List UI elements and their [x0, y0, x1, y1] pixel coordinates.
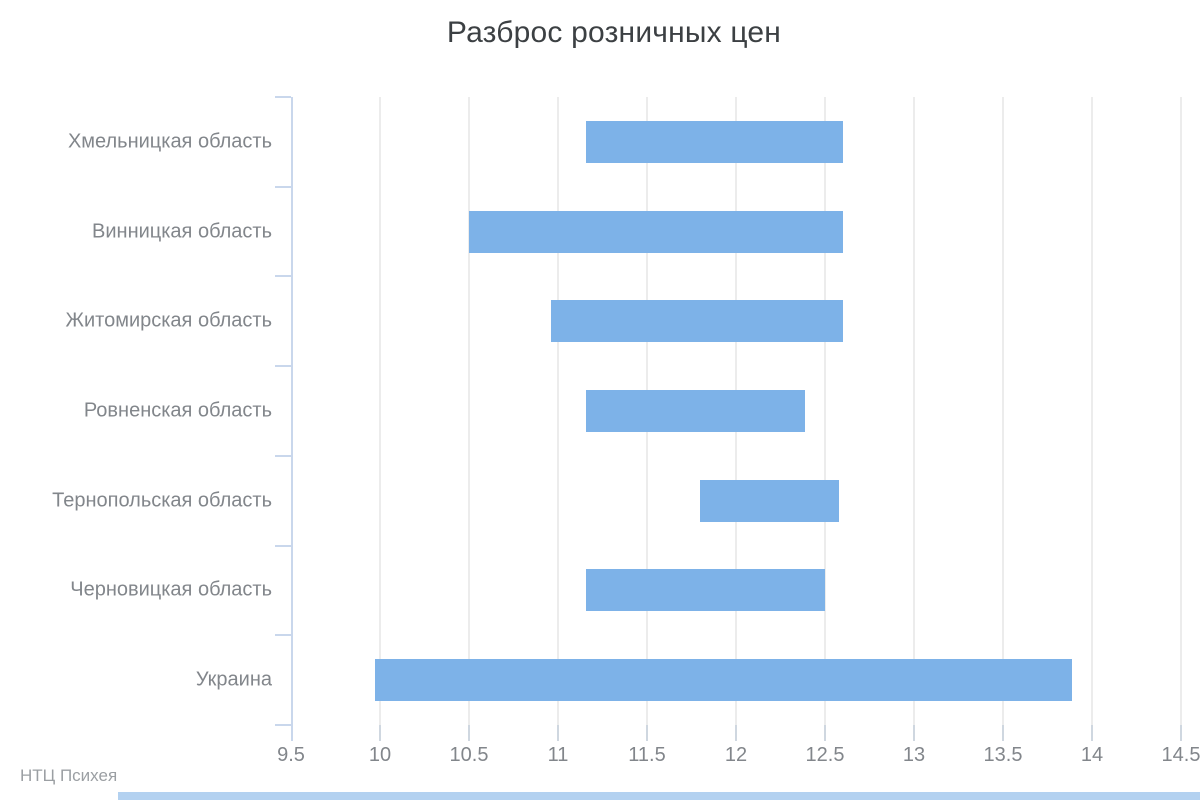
x-axis-tick: [1091, 725, 1093, 741]
y-axis-category-label: Винницкая область: [92, 220, 272, 243]
y-axis-tick: [275, 724, 291, 726]
y-axis-category-label: Украина: [195, 668, 272, 691]
range-bar: [586, 569, 825, 612]
x-axis-tick: [824, 725, 826, 741]
chart-title: Разброс розничных цен: [446, 16, 782, 49]
x-gridline: [379, 97, 381, 725]
range-bar: [374, 659, 1073, 702]
x-axis-tick-label: 10.5: [449, 744, 489, 766]
y-axis-category-label: Ровненская область: [83, 399, 272, 422]
y-axis-category-label: Черновицкая область: [70, 578, 272, 601]
x-axis-tick-label: 11: [547, 744, 569, 766]
range-bar: [586, 390, 806, 432]
x-axis-tick: [468, 725, 470, 741]
y-axis-tick: [275, 454, 291, 457]
x-axis-tick: [913, 725, 915, 741]
range-bar: [469, 210, 843, 253]
x-axis-tick: [557, 725, 559, 741]
x-axis-tick-label: 9.5: [277, 744, 305, 766]
x-gridline: [557, 97, 559, 725]
footer-credit: НТЦ Психея: [20, 766, 118, 785]
y-axis-line: [291, 97, 293, 741]
x-axis-tick: [379, 725, 381, 741]
x-axis-tick-label: 14.5: [1161, 744, 1200, 766]
y-axis-tick: [275, 544, 291, 547]
x-axis-tick: [735, 725, 737, 741]
x-axis-tick-label: 13: [902, 744, 926, 766]
y-axis-tick: [275, 185, 291, 188]
x-axis-tick: [1002, 725, 1004, 741]
y-axis-tick: [275, 96, 291, 98]
bottom-strip: [118, 792, 1200, 800]
y-axis-category-label: Житомирская область: [65, 309, 273, 332]
range-bar: [586, 120, 843, 163]
y-axis-category-label: Тернопольская область: [52, 489, 272, 512]
x-axis-tick-label: 14: [1080, 744, 1104, 766]
y-axis-tick: [275, 275, 291, 278]
x-gridline: [1002, 97, 1004, 725]
y-axis-tick: [275, 634, 291, 637]
x-axis-tick: [646, 725, 648, 741]
y-axis-tick: [275, 365, 291, 368]
x-axis-tick-label: 11.5: [628, 744, 666, 766]
range-bar: [700, 479, 840, 522]
x-gridline: [1091, 97, 1093, 725]
range-bar: [550, 300, 843, 343]
x-gridline: [1180, 97, 1182, 725]
x-axis-tick-label: 12.5: [805, 744, 845, 766]
x-axis-tick-label: 12: [724, 744, 748, 766]
x-gridline: [913, 97, 915, 725]
x-axis-tick-label: 10: [368, 744, 392, 766]
x-axis-tick-label: 13.5: [983, 744, 1023, 766]
x-axis-tick: [1180, 725, 1182, 741]
x-gridline: [824, 97, 826, 725]
x-gridline: [468, 97, 470, 725]
y-axis-category-label: Хмельницкая область: [67, 130, 272, 153]
